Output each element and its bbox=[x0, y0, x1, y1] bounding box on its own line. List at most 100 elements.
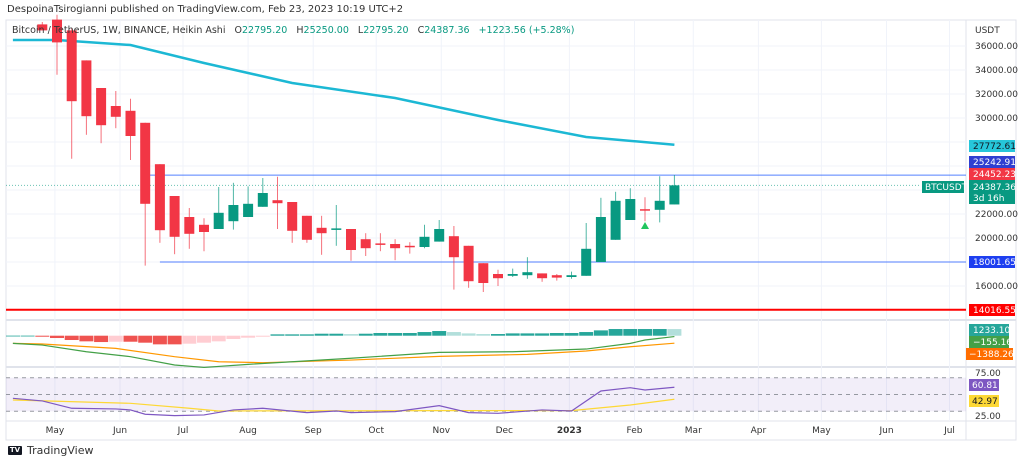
price-tick-label: 16000.00 bbox=[975, 282, 1018, 292]
macd-histogram-bar bbox=[20, 335, 35, 337]
macd-histogram-bar bbox=[461, 333, 476, 336]
candle-body bbox=[360, 239, 371, 249]
candle-body bbox=[110, 105, 121, 117]
candle-body bbox=[301, 215, 312, 240]
candle bbox=[184, 207, 195, 249]
candle bbox=[463, 245, 474, 288]
candle-body bbox=[434, 229, 445, 242]
candle-body bbox=[213, 212, 224, 230]
price-tick-label: 30000.00 bbox=[975, 114, 1018, 124]
price-tick-label: 22000.00 bbox=[975, 210, 1018, 220]
macd-histogram-bar bbox=[373, 333, 388, 336]
macd-histogram-bar bbox=[123, 335, 138, 342]
symbol-title[interactable]: Bitcoin / TetherUS, 1W, BINANCE, Heikin … bbox=[12, 25, 226, 36]
candle bbox=[243, 186, 254, 218]
candle bbox=[404, 242, 415, 254]
macd-histogram-bar bbox=[432, 331, 447, 336]
candle bbox=[478, 263, 489, 293]
candle bbox=[199, 218, 209, 252]
support-tag: 18001.65 bbox=[973, 258, 1016, 268]
resistance-tag-bg bbox=[969, 156, 1015, 168]
time-tick-label: May bbox=[812, 426, 831, 436]
candle bbox=[493, 269, 503, 287]
macd-histogram-bar bbox=[579, 332, 594, 336]
candle bbox=[257, 177, 268, 207]
candle bbox=[66, 27, 77, 159]
candle-body bbox=[346, 229, 356, 251]
horizontal-lines bbox=[6, 174, 966, 311]
time-tick-label: Mar bbox=[685, 426, 702, 436]
candle bbox=[228, 182, 239, 230]
time-tick-label: Aug bbox=[239, 426, 257, 436]
candle-body bbox=[463, 245, 474, 282]
candle bbox=[434, 220, 445, 242]
triangle-up-icon bbox=[641, 222, 649, 230]
macd-histogram-bar bbox=[167, 335, 182, 345]
macd-histogram-bar bbox=[6, 335, 20, 337]
candle-body bbox=[581, 248, 592, 276]
macd-histogram-bar bbox=[94, 335, 109, 343]
macd-histogram-bar bbox=[64, 335, 79, 341]
high-label: H bbox=[296, 25, 304, 36]
macd-histogram-bar bbox=[535, 333, 550, 336]
high-mark-tag: 24452.23 bbox=[973, 170, 1016, 180]
candle bbox=[537, 273, 548, 282]
time-tick-label: Jul bbox=[943, 426, 955, 436]
candle-body bbox=[316, 227, 327, 234]
candle-body bbox=[375, 243, 386, 245]
floor-tag-bg bbox=[969, 304, 1015, 316]
candle-body bbox=[537, 273, 548, 279]
rsi-ma-tag-bg bbox=[969, 395, 999, 407]
candle bbox=[360, 233, 371, 257]
macd-histogram-bar bbox=[138, 335, 153, 343]
change-value: +1223.56 (+5.28%) bbox=[478, 25, 575, 36]
macd-pane bbox=[6, 329, 682, 369]
footer-brand[interactable]: TV TradingView bbox=[8, 444, 93, 457]
candle bbox=[390, 239, 401, 261]
candle bbox=[566, 271, 577, 279]
candle-body bbox=[640, 209, 650, 211]
last-price-tag: 24387.36 bbox=[973, 183, 1016, 193]
candle-body bbox=[243, 203, 254, 218]
time-tick-label: Oct bbox=[368, 426, 384, 436]
candle bbox=[595, 197, 606, 263]
price-tick-label: 34000.00 bbox=[975, 66, 1018, 76]
time-tick-label: Jul bbox=[177, 426, 189, 436]
macd-histogram-bar bbox=[652, 329, 667, 336]
low-label: L bbox=[357, 25, 364, 36]
rsi-upper-label: 75.00 bbox=[975, 369, 1001, 379]
macd-histogram-bar bbox=[505, 333, 520, 336]
symbol-legend: Bitcoin / TetherUS, 1W, BINANCE, Heikin … bbox=[12, 25, 574, 36]
candle bbox=[640, 197, 650, 222]
macd-histogram-bar bbox=[108, 335, 123, 342]
macd-histogram-bar bbox=[417, 332, 432, 336]
price-tick-label: 36000.00 bbox=[975, 42, 1018, 52]
macd-hist-tag: 1233.10 bbox=[973, 326, 1010, 336]
candle bbox=[301, 215, 312, 243]
candle bbox=[125, 98, 136, 160]
candle-body bbox=[96, 87, 107, 126]
ma-tag: 27772.61 bbox=[973, 142, 1016, 152]
macd-signal-line bbox=[12, 342, 675, 364]
macd-histogram-bar bbox=[211, 335, 226, 342]
candle-body bbox=[140, 122, 151, 204]
macd-histogram-bar bbox=[197, 335, 211, 343]
candle bbox=[331, 204, 342, 246]
candle-body bbox=[448, 236, 459, 258]
macd-histogram-bar bbox=[388, 333, 403, 336]
candle-body bbox=[37, 24, 48, 31]
candle bbox=[419, 224, 430, 249]
candle bbox=[272, 176, 283, 230]
candle-body bbox=[478, 263, 489, 284]
time-axis[interactable]: May Jun Jul Aug Sep Oct Nov Dec 2023 Feb Mar Apr May… bbox=[46, 426, 955, 436]
candle-body bbox=[125, 110, 136, 136]
macd-histogram-bar bbox=[79, 335, 94, 342]
price-axis[interactable]: USDT 36000.00 34000.00 32000.00 30000.00 220… bbox=[975, 26, 1018, 292]
time-tick-label: Sep bbox=[305, 426, 322, 436]
candles bbox=[37, 14, 680, 293]
candle bbox=[669, 174, 680, 205]
symbol-tag: BTCUSDT bbox=[925, 183, 968, 193]
candle bbox=[316, 215, 327, 255]
